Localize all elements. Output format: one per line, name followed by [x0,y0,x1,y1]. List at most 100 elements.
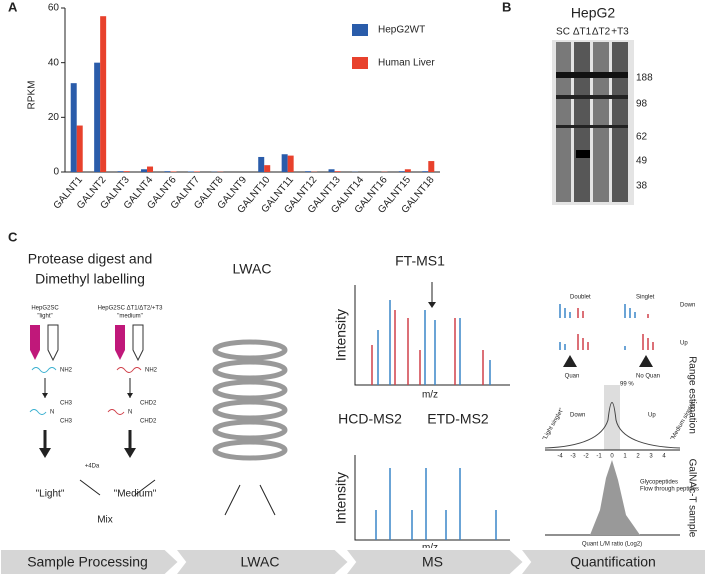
mass-shift: +4Da [85,464,100,470]
marker-label: 38 [636,181,648,192]
workflow-bar: Sample Processing LWAC MS Quantification [0,548,706,575]
mix-label: Mix [97,515,113,526]
bar [193,171,200,172]
result-label: No Quan [636,374,660,380]
bar [287,155,294,172]
step-title: HCD-MS2 [338,411,402,427]
ratio-tick: -3 [570,454,576,460]
ratio-tick: 0 [610,454,614,460]
step-title: Dimethyl labelling [35,271,145,287]
bar [70,83,77,172]
pattern-label: Down [680,303,695,309]
lane-label: +T3 [611,27,629,38]
bar [117,171,124,172]
region-label: Down [570,413,585,419]
bar [422,171,429,172]
lwac-column [212,339,288,461]
chevron [517,548,706,575]
side-label: GalNAc-T sample [686,459,697,538]
ratio-tick: 2 [636,454,640,460]
sample-label: HepG2SC ΔT1/ΔT2/+T3 [98,306,164,312]
ratio-tick: -1 [596,454,602,460]
ratio-tick: -4 [557,454,563,460]
chevron [0,548,181,575]
step-title: FT-MS1 [395,253,445,269]
legend-text: Flow through peptides [640,487,699,493]
marker-label: 62 [636,132,648,143]
bar [100,16,107,173]
marker-label: 188 [636,73,653,84]
y-tick-label: 40 [48,57,60,68]
step-title: Protease digest and [28,251,153,267]
chevron [172,548,351,575]
y-axis-label: RPKM [27,81,38,110]
percent-label: 99 % [620,382,634,388]
doublet-spectra [559,304,654,367]
bar [141,169,148,172]
legend-label: Human Liver [378,58,435,69]
chem-label: NH2 [60,368,73,374]
ratio-tick: -2 [583,454,589,460]
chevron [342,548,526,575]
gel [552,40,634,205]
workflow-step: Sample Processing [27,554,148,570]
arrows [224,484,276,516]
light-label: "Light" [36,489,65,500]
ratio-ticks: -4 -3 -2 -1 0 1 2 3 4 [557,454,666,460]
step-title: ETD-MS2 [427,411,489,427]
marker-label: 98 [636,99,648,110]
chem-label: CHD2 [140,401,157,407]
ratio-tick: 4 [662,454,666,460]
y-tick-label: 0 [53,167,59,178]
bar [398,171,405,172]
bar [170,171,177,172]
legend-text: Glycopeptides [640,480,678,486]
chem-label: N [50,410,54,416]
bar [187,171,194,172]
sample-label: HepG2SC [31,306,59,312]
marker-label: 49 [636,156,648,167]
axis-label: Intensity [333,309,349,361]
workflow-step: MS [422,554,443,570]
panel-label: C [8,229,18,244]
chem-label: N [128,410,132,416]
chem-label: CH3 [60,419,73,425]
pattern-label: Up [680,341,688,347]
ms2-peaks [375,468,497,540]
bar [428,161,435,172]
axis-label: Quant L/M ratio (Log2) [582,542,642,548]
side-label: Range estimation [686,356,697,434]
bar [123,171,130,172]
y-tick-label: 20 [48,112,60,123]
pattern-label: Singlet [636,295,655,301]
bar [94,62,101,172]
sample-label: "medium" [117,314,143,320]
pattern-label: Doublet [570,295,591,301]
panel-label: B [502,0,511,14]
legend-swatch [352,57,368,69]
region-label: Up [648,413,656,419]
ratio-tick: 1 [623,454,627,460]
bar [264,165,271,172]
legend-label: HepG2WT [378,25,425,36]
step-title: LWAC [233,261,272,277]
legend-swatch [352,24,368,36]
y-tick-label: 60 [48,3,60,14]
result-label: Quan [565,374,580,380]
lane-label: ΔT1 [573,27,592,38]
bar [258,156,265,172]
ratio-tick: 3 [649,454,653,460]
medium-label: "Medium" [114,489,157,500]
axis-label: Intensity [333,472,349,524]
bar [305,171,312,172]
bar [328,169,335,172]
singlet-label: "Light singlet" [542,407,565,441]
bar [404,169,411,172]
bar [334,171,341,172]
axis-label: m/z [422,390,438,401]
bar [76,125,83,172]
chem-label: NH2 [145,368,158,374]
sample-label: "light" [37,314,52,320]
lane-label: SC [556,27,570,38]
